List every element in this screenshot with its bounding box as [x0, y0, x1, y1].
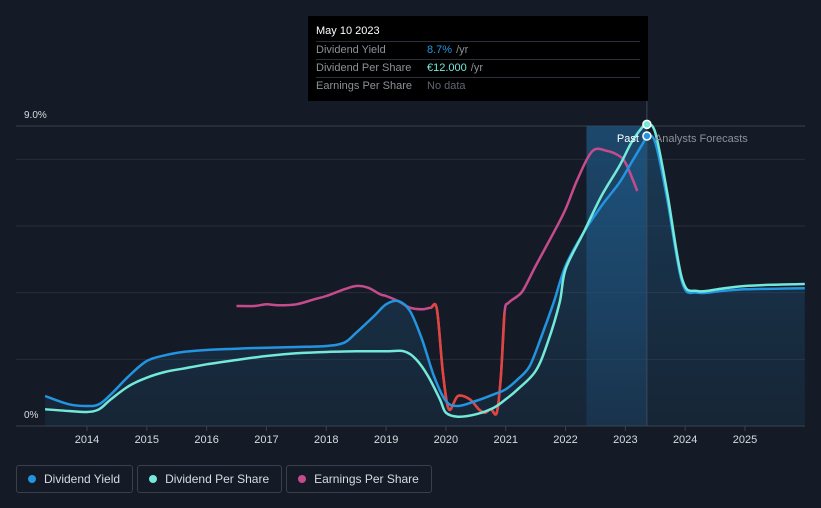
y-axis-top-label: 9.0% [24, 110, 47, 121]
tooltip-label: Dividend Per Share [316, 62, 412, 74]
legend: Dividend Yield Dividend Per Share Earnin… [16, 465, 432, 493]
dividend-yield-marker [642, 131, 652, 141]
x-tick-label: 2018 [314, 434, 338, 446]
earnings-per-share-drop-segment [429, 302, 506, 416]
tooltip-label: Dividend Yield [316, 44, 386, 56]
legend-dividend-per-share[interactable]: Dividend Per Share [137, 465, 283, 493]
dividend-yield-line [44, 134, 805, 408]
legend-dividend-yield[interactable]: Dividend Yield [16, 465, 134, 493]
x-tick-label: 2014 [75, 434, 99, 446]
tooltip-unit: /yr [456, 44, 469, 56]
dividend-per-share-dot-icon [149, 475, 158, 483]
tooltip-label: Earnings Per Share [316, 80, 412, 92]
dividend-per-share-marker [642, 119, 652, 130]
tooltip-date: May 10 2023 [316, 25, 380, 37]
x-tick-label: 2023 [613, 434, 637, 446]
x-tick-label: 2025 [733, 434, 757, 446]
x-tick-label: 2021 [493, 434, 517, 446]
tooltip-value: €12.000 [427, 62, 467, 74]
x-tick-label: 2022 [553, 434, 577, 446]
analysts-forecasts-label: Analysts Forecasts [655, 133, 748, 145]
x-tick-label: 2020 [434, 434, 458, 446]
tooltip-value: No data [427, 80, 466, 92]
past-label: Past [617, 133, 639, 145]
x-tick-label: 2016 [194, 434, 218, 446]
x-tick-label: 2015 [135, 434, 159, 446]
x-tick-label: 2019 [374, 434, 398, 446]
tooltip-value: 8.7% [427, 44, 453, 56]
dividend-per-share-line [45, 122, 805, 418]
dividend-yield-dot-icon [28, 475, 36, 483]
tooltip-row-dividend-yield: Dividend Yield 8.7% /yr [316, 41, 640, 59]
tooltip-unit: /yr [470, 62, 483, 74]
legend-label: Earnings Per Share [314, 472, 419, 486]
dividend-yield-area [45, 135, 805, 426]
tooltip-row-earnings-per-share: Earnings Per Share No data [316, 77, 640, 95]
tooltip-row-dividend-per-share: Dividend Per Share €12.000 /yr [316, 59, 640, 77]
legend-label: Dividend Yield [44, 472, 121, 486]
x-tick-label: 2017 [254, 434, 278, 446]
earnings-per-share-dot-icon [298, 475, 307, 483]
y-axis-bottom-label: 0% [24, 410, 39, 421]
legend-earnings-per-share[interactable]: Earnings Per Share [286, 465, 432, 493]
tooltip: May 10 2023 Dividend Yield 8.7% /yr Divi… [308, 16, 648, 101]
x-tick-label: 2024 [673, 434, 697, 446]
legend-label: Dividend Per Share [165, 472, 270, 486]
